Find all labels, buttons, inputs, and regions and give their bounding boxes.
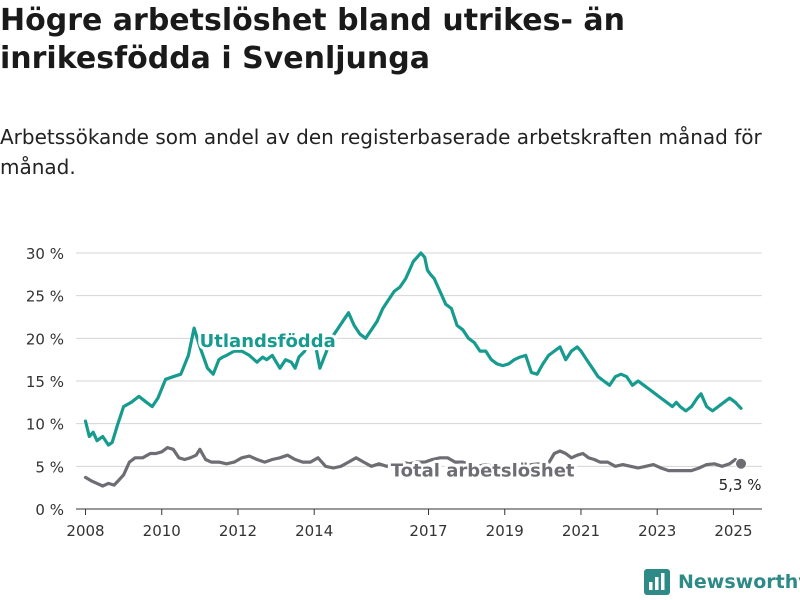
series-line-utlandsfodda: [83, 251, 743, 447]
series-line-total: [83, 446, 743, 488]
chart-title: Högre arbetslöshet bland utrikes- än inr…: [0, 3, 625, 76]
chart-subtitle: Arbetssökande som andel av den registerb…: [0, 125, 762, 179]
bar-chart-icon: [644, 569, 670, 595]
newsworthy-logo: Newsworthy: [644, 566, 800, 598]
x-tick-label: 2008: [66, 522, 104, 540]
y-tick-label: 0 %: [35, 501, 64, 519]
x-tick-label: 2014: [295, 522, 333, 540]
x-tick-label: 2021: [562, 522, 600, 540]
series-label-utlandsfodda: Utlandsfödda: [200, 331, 336, 352]
y-tick-label: 10 %: [26, 416, 64, 434]
x-tick-label: 2019: [486, 522, 524, 540]
end-point-marker: [735, 457, 748, 470]
end-value-label: 5,3 %: [719, 476, 762, 494]
series-label-total: Total arbetslöshet: [391, 461, 575, 482]
brand-name: Newsworthy: [678, 571, 800, 593]
x-tick-label: 2012: [219, 522, 257, 540]
y-tick-label: 30 %: [26, 245, 64, 263]
y-tick-label: 5 %: [35, 458, 64, 476]
x-tick-label: 2017: [409, 522, 447, 540]
y-tick-label: 15 %: [26, 373, 64, 391]
x-tick-label: 2010: [143, 522, 181, 540]
x-tick-label: 2025: [714, 522, 752, 540]
x-tick-label: 2023: [638, 522, 676, 540]
y-tick-label: 25 %: [26, 288, 64, 306]
y-tick-label: 20 %: [26, 330, 64, 348]
